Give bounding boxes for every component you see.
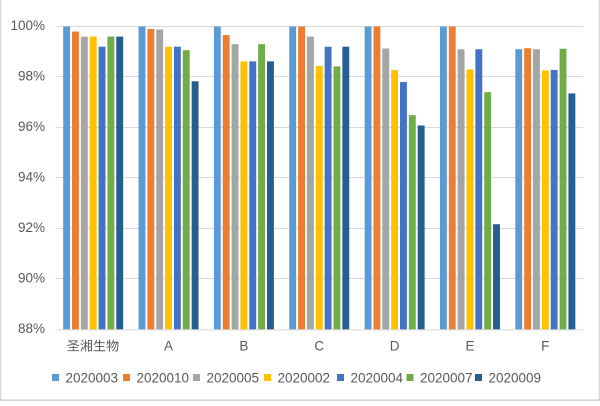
svg-text:2020010: 2020010 [137,370,190,385]
svg-text:D: D [390,338,400,353]
svg-text:100%: 100% [10,18,45,33]
svg-text:88%: 88% [18,321,45,336]
svg-text:2020003: 2020003 [66,370,119,385]
svg-text:C: C [314,338,324,353]
svg-text:A: A [164,338,173,353]
svg-text:F: F [541,338,549,353]
svg-text:94%: 94% [18,169,45,184]
svg-text:2020007: 2020007 [420,370,473,385]
svg-text:2020009: 2020009 [489,370,542,385]
svg-text:2020004: 2020004 [351,370,404,385]
svg-text:96%: 96% [18,119,45,134]
svg-text:98%: 98% [18,68,45,83]
svg-text:E: E [465,338,474,353]
svg-text:90%: 90% [18,270,45,285]
svg-text:2020002: 2020002 [278,370,331,385]
svg-text:2020005: 2020005 [207,370,260,385]
svg-text:92%: 92% [18,220,45,235]
svg-text:B: B [239,338,248,353]
